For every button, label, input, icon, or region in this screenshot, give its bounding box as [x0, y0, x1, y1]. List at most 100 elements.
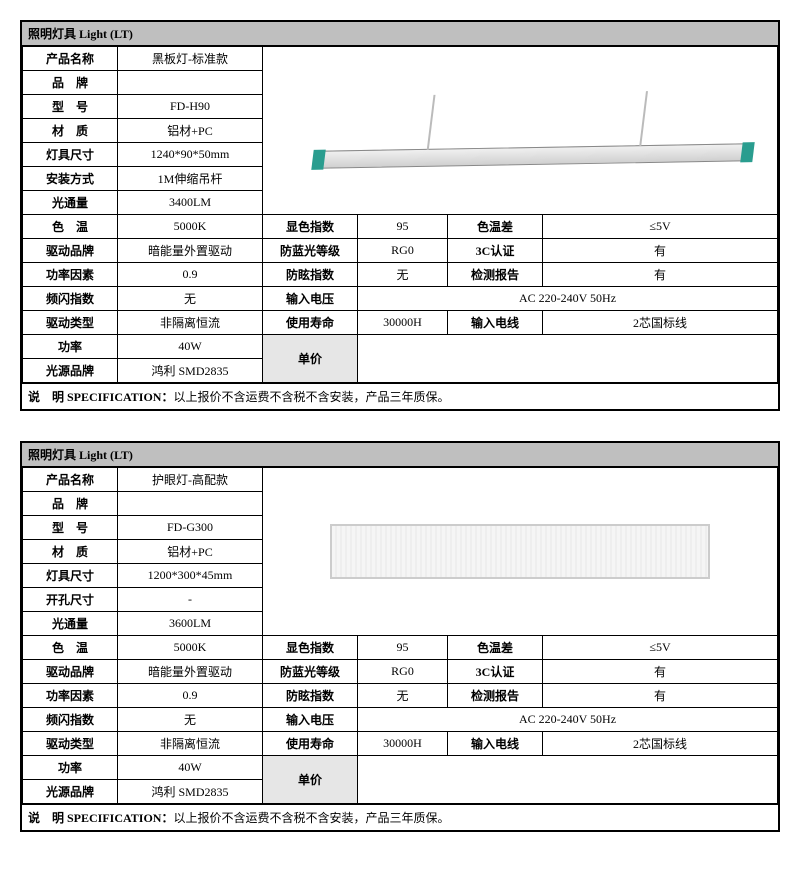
spec-label: 防眩指数 — [263, 263, 358, 287]
footer-text: 以上报价不含运费不含税不含安装，产品三年质保。 — [173, 811, 449, 825]
spec-value: 有 — [543, 660, 778, 684]
spec-value: 1M伸缩吊杆 — [118, 167, 263, 191]
spec-label: 频闪指数 — [23, 708, 118, 732]
spec-label: 灯具尺寸 — [23, 143, 118, 167]
spec-grid: 产品名称黑板灯-标准款品 牌型 号FD-H90材 质铝材+PC灯具尺寸1240*… — [22, 46, 778, 383]
table-row: 产品名称黑板灯-标准款 — [23, 47, 778, 71]
spec-value: 1240*90*50mm — [118, 143, 263, 167]
spec-value: 2芯国标线 — [543, 732, 778, 756]
spec-value: 2芯国标线 — [543, 311, 778, 335]
spec-value: 3400LM — [118, 191, 263, 215]
spec-label: 功率 — [23, 335, 118, 359]
spec-value: 有 — [543, 684, 778, 708]
spec-label: 输入电压 — [263, 287, 358, 311]
spec-label: 色温差 — [448, 636, 543, 660]
footer-bold: 说 明 SPECIFICATION： — [28, 811, 173, 825]
table-footer: 说 明 SPECIFICATION：以上报价不含运费不含税不含安装，产品三年质保… — [22, 383, 778, 409]
table-header: 照明灯具 Light (LT) — [22, 443, 778, 467]
spec-label: 型 号 — [23, 95, 118, 119]
light-fixture-image — [267, 50, 773, 211]
spec-value: ≤5V — [543, 215, 778, 239]
spec-value: FD-H90 — [118, 95, 263, 119]
table-row: 功率40W单价 — [23, 756, 778, 780]
spec-label: 品 牌 — [23, 492, 118, 516]
spec-value: 无 — [118, 708, 263, 732]
spec-label: 3C认证 — [448, 239, 543, 263]
spec-value: 5000K — [118, 636, 263, 660]
product-image-cell — [263, 468, 778, 636]
spec-label: 输入电线 — [448, 311, 543, 335]
spec-label: 显色指数 — [263, 636, 358, 660]
spec-label: 3C认证 — [448, 660, 543, 684]
table-row: 驱动类型非隔离恒流使用寿命30000H输入电线2芯国标线 — [23, 732, 778, 756]
product-image-cell — [263, 47, 778, 215]
spec-value: 护眼灯-高配款 — [118, 468, 263, 492]
spec-label: 光通量 — [23, 612, 118, 636]
spec-value: RG0 — [358, 239, 448, 263]
table-row: 功率因素0.9防眩指数无检测报告有 — [23, 263, 778, 287]
spec-label: 光通量 — [23, 191, 118, 215]
unit-price-label: 单价 — [263, 335, 358, 383]
spec-value: 无 — [118, 287, 263, 311]
spec-value: 铝材+PC — [118, 540, 263, 564]
spec-label: 光源品牌 — [23, 359, 118, 383]
spec-label: 色 温 — [23, 636, 118, 660]
spec-value: 30000H — [358, 732, 448, 756]
spec-value: RG0 — [358, 660, 448, 684]
spec-label: 产品名称 — [23, 47, 118, 71]
spec-label: 功率 — [23, 756, 118, 780]
spec-value: 30000H — [358, 311, 448, 335]
table-row: 驱动品牌暗能量外置驱动防蓝光等级RG03C认证有 — [23, 239, 778, 263]
table-row: 驱动品牌暗能量外置驱动防蓝光等级RG03C认证有 — [23, 660, 778, 684]
table-row: 频闪指数无输入电压AC 220-240V 50Hz — [23, 708, 778, 732]
spec-table: 照明灯具 Light (LT)产品名称黑板灯-标准款品 牌型 号FD-H90材 … — [20, 20, 780, 411]
spec-label: 安装方式 — [23, 167, 118, 191]
spec-label: 驱动品牌 — [23, 239, 118, 263]
spec-label: 显色指数 — [263, 215, 358, 239]
spec-label: 检测报告 — [448, 684, 543, 708]
spec-label: 防蓝光等级 — [263, 239, 358, 263]
spec-label: 防蓝光等级 — [263, 660, 358, 684]
spec-label: 功率因素 — [23, 263, 118, 287]
spec-label: 输入电线 — [448, 732, 543, 756]
spec-value: 暗能量外置驱动 — [118, 660, 263, 684]
spec-label: 检测报告 — [448, 263, 543, 287]
spec-label: 使用寿命 — [263, 311, 358, 335]
table-header: 照明灯具 Light (LT) — [22, 22, 778, 46]
spec-value: 1200*300*45mm — [118, 564, 263, 588]
spec-value: 铝材+PC — [118, 119, 263, 143]
spec-value: AC 220-240V 50Hz — [358, 708, 778, 732]
spec-value: 非隔离恒流 — [118, 311, 263, 335]
table-row: 色 温5000K显色指数95色温差≤5V — [23, 636, 778, 660]
spec-value: 黑板灯-标准款 — [118, 47, 263, 71]
spec-label: 产品名称 — [23, 468, 118, 492]
spec-value: 0.9 — [118, 263, 263, 287]
spec-value — [118, 492, 263, 516]
spec-label: 色 温 — [23, 215, 118, 239]
spec-grid: 产品名称护眼灯-高配款品 牌型 号FD-G300材 质铝材+PC灯具尺寸1200… — [22, 467, 778, 804]
spec-label: 色温差 — [448, 215, 543, 239]
spec-value: 鸿利 SMD2835 — [118, 780, 263, 804]
spec-label: 灯具尺寸 — [23, 564, 118, 588]
footer-bold: 说 明 SPECIFICATION： — [28, 390, 173, 404]
table-row: 产品名称护眼灯-高配款 — [23, 468, 778, 492]
spec-label: 开孔尺寸 — [23, 588, 118, 612]
footer-text: 以上报价不含运费不含税不含安装，产品三年质保。 — [173, 390, 449, 404]
table-row: 功率因素0.9防眩指数无检测报告有 — [23, 684, 778, 708]
spec-value: 0.9 — [118, 684, 263, 708]
spec-value: ≤5V — [543, 636, 778, 660]
spec-value: AC 220-240V 50Hz — [358, 287, 778, 311]
table-footer: 说 明 SPECIFICATION：以上报价不含运费不含税不含安装，产品三年质保… — [22, 804, 778, 830]
spec-value: 非隔离恒流 — [118, 732, 263, 756]
spec-table: 照明灯具 Light (LT)产品名称护眼灯-高配款品 牌型 号FD-G300材… — [20, 441, 780, 832]
table-row: 色 温5000K显色指数95色温差≤5V — [23, 215, 778, 239]
spec-value: FD-G300 — [118, 516, 263, 540]
unit-price-label: 单价 — [263, 756, 358, 804]
spec-value: 有 — [543, 263, 778, 287]
spec-value: 无 — [358, 263, 448, 287]
spec-label: 型 号 — [23, 516, 118, 540]
unit-price-value — [358, 756, 778, 804]
table-row: 频闪指数无输入电压AC 220-240V 50Hz — [23, 287, 778, 311]
spec-label: 驱动类型 — [23, 311, 118, 335]
panel-light-image — [267, 471, 773, 632]
